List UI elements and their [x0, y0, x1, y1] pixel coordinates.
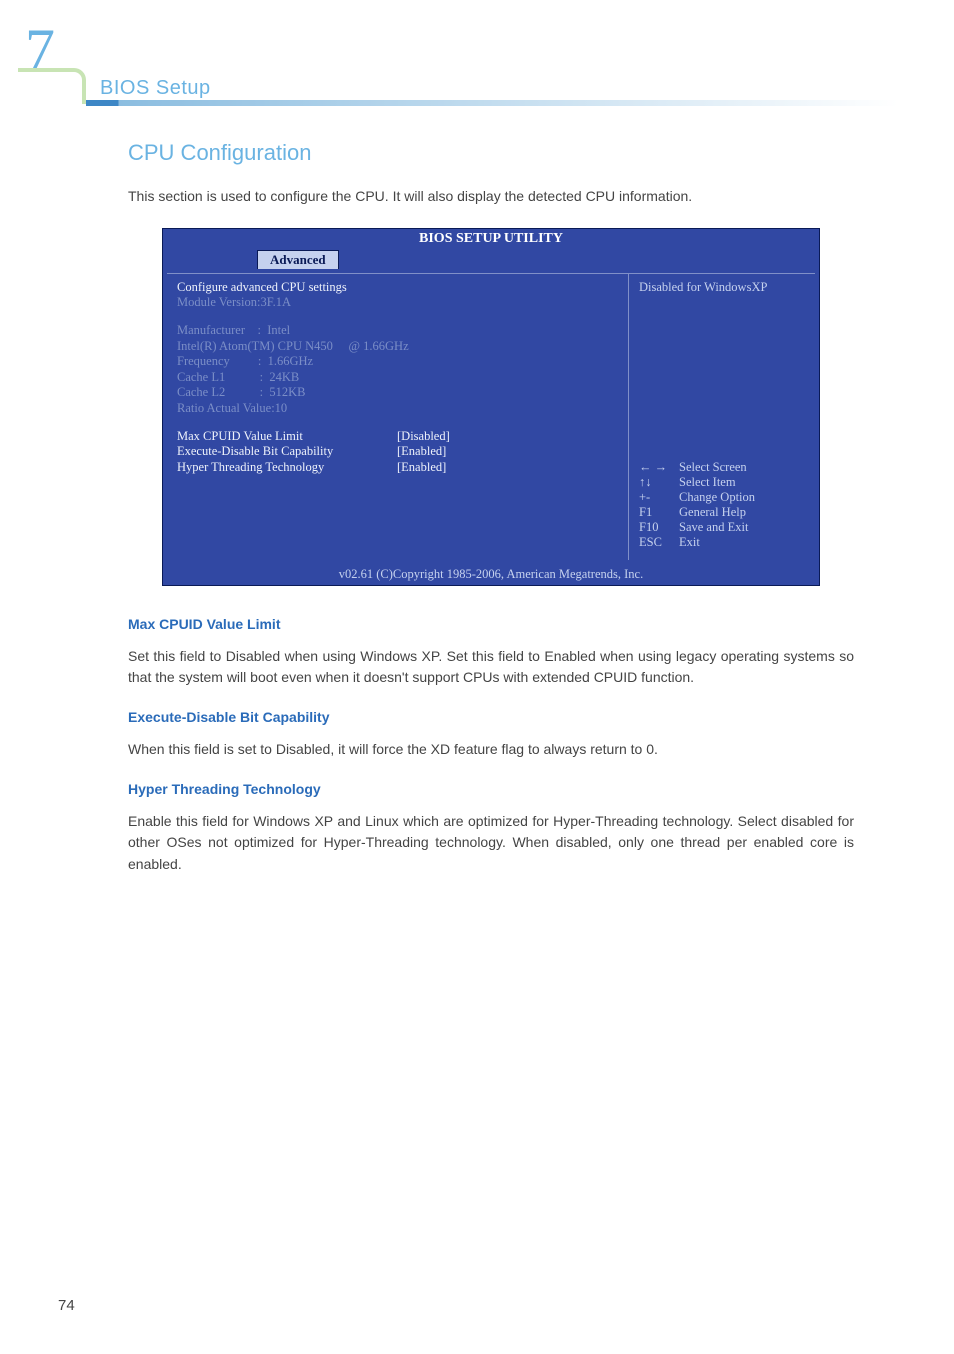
- bios-setting-value: [Disabled]: [397, 429, 450, 443]
- bios-nav-label: Exit: [679, 535, 700, 550]
- chapter-tab-decoration: [18, 68, 86, 104]
- bios-info-line: Frequency : 1.66GHz: [177, 354, 618, 370]
- bios-nav-key: ↑↓: [639, 475, 679, 490]
- bios-utility-screenshot: BIOS SETUP UTILITY Advanced Configure ad…: [162, 228, 820, 586]
- bios-tab-bar: Advanced: [163, 249, 819, 269]
- bios-nav-key: ESC: [639, 535, 679, 550]
- bios-config-line-1: Configure advanced CPU settings: [177, 280, 618, 296]
- bios-nav-key: +-: [639, 490, 679, 505]
- header-title: BIOS Setup: [100, 77, 211, 100]
- section-title: CPU Configuration: [128, 140, 854, 166]
- item-text: Set this field to Disabled when using Wi…: [128, 646, 854, 689]
- intro-paragraph: This section is used to configure the CP…: [128, 186, 854, 208]
- bios-footer: v02.61 (C)Copyright 1985-2006, American …: [163, 564, 819, 585]
- page-number: 74: [58, 1297, 75, 1314]
- item-heading: Hyper Threading Technology: [128, 781, 854, 797]
- bios-nav-row: ESCExit: [639, 535, 805, 550]
- bios-nav-row: ↑↓Select Item: [639, 475, 805, 490]
- bios-setting-label: Max CPUID Value Limit: [177, 429, 397, 445]
- bios-left-panel: Configure advanced CPU settings Module V…: [167, 273, 629, 560]
- bios-info-line: Cache L2 : 512KB: [177, 385, 618, 401]
- item-heading: Execute-Disable Bit Capability: [128, 709, 854, 725]
- bios-setting-row: Hyper Threading Technology[Enabled]: [177, 460, 618, 476]
- bios-tab-advanced: Advanced: [257, 250, 339, 269]
- bios-nav-label: General Help: [679, 505, 746, 520]
- item-text: When this field is set to Disabled, it w…: [128, 739, 854, 761]
- bios-nav-row: F1General Help: [639, 505, 805, 520]
- bios-config-line-2: Module Version:3F.1A: [177, 295, 618, 311]
- bios-setting-label: Hyper Threading Technology: [177, 460, 397, 476]
- bios-setting-value: [Enabled]: [397, 460, 446, 474]
- bios-info-line: Manufacturer : Intel: [177, 323, 618, 339]
- bios-nav-key: ← →: [639, 460, 679, 475]
- bios-nav-label: Select Item: [679, 475, 736, 490]
- spacer: [177, 311, 618, 323]
- bios-info-line: Cache L1 : 24KB: [177, 370, 618, 386]
- bios-nav-label: Select Screen: [679, 460, 747, 475]
- bios-nav-label: Save and Exit: [679, 520, 748, 535]
- item-text: Enable this field for Windows XP and Lin…: [128, 811, 854, 876]
- bios-nav-key: F10: [639, 520, 679, 535]
- bios-window-title: BIOS SETUP UTILITY: [163, 229, 819, 249]
- bios-info-line: Ratio Actual Value:10: [177, 401, 618, 417]
- bios-body: Configure advanced CPU settings Module V…: [163, 269, 819, 564]
- page-content: CPU Configuration This section is used t…: [128, 140, 854, 896]
- bios-nav-help: ← →Select Screen ↑↓Select Item +-Change …: [639, 460, 805, 550]
- header-rule: [86, 100, 898, 106]
- bios-nav-row: +-Change Option: [639, 490, 805, 505]
- bios-nav-key: F1: [639, 505, 679, 520]
- bios-nav-label: Change Option: [679, 490, 755, 505]
- bios-nav-row: F10Save and Exit: [639, 520, 805, 535]
- bios-setting-label: Execute-Disable Bit Capability: [177, 444, 397, 460]
- bios-help-text: Disabled for WindowsXP: [639, 280, 805, 295]
- bios-setting-row: Execute-Disable Bit Capability[Enabled]: [177, 444, 618, 460]
- spacer: [177, 417, 618, 429]
- bios-nav-row: ← →Select Screen: [639, 460, 805, 475]
- bios-right-panel: Disabled for WindowsXP ← →Select Screen …: [629, 273, 815, 560]
- bios-info-line: Intel(R) Atom(TM) CPU N450 @ 1.66GHz: [177, 339, 618, 355]
- item-heading: Max CPUID Value Limit: [128, 616, 854, 632]
- bios-setting-value: [Enabled]: [397, 444, 446, 458]
- bios-setting-row: Max CPUID Value Limit[Disabled]: [177, 429, 618, 445]
